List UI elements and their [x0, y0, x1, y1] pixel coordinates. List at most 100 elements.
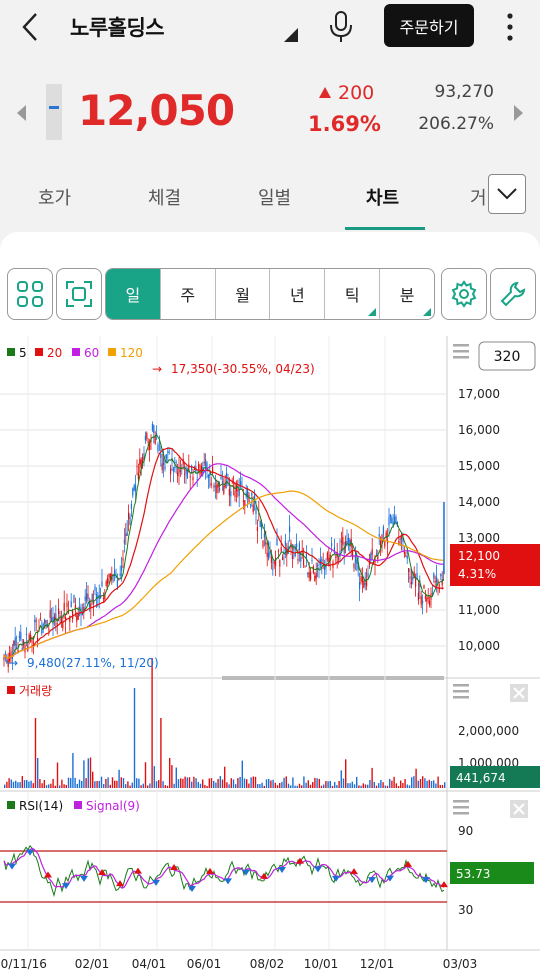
active-tab-indicator [345, 227, 425, 230]
chart-canvas[interactable]: 5 20 60 120 → 17,350(-30.55%, 04/23) → 9… [0, 336, 540, 980]
candle-body [18, 635, 20, 638]
candle-body [359, 581, 361, 589]
candle-body [424, 596, 426, 599]
candle-body [412, 576, 414, 581]
more-menu-icon[interactable] [500, 10, 520, 44]
volume-bar [169, 758, 171, 788]
candle-body [357, 562, 359, 570]
candle-body [160, 453, 162, 458]
candle-body [20, 632, 22, 640]
last-volume-value: 441,674 [456, 771, 506, 785]
volume-bar [153, 766, 155, 788]
chart-settings-button[interactable] [441, 268, 487, 320]
dropdown-triangle-icon[interactable] [284, 28, 298, 42]
date-tick-label: 06/01 [187, 957, 222, 971]
volume-bar [250, 777, 252, 788]
candle-body [214, 486, 216, 488]
volume-bar [364, 784, 367, 788]
sell-signal-arrow-icon [8, 863, 16, 870]
rsi-panel-close-icon[interactable] [510, 800, 528, 818]
period-day[interactable]: 일 [106, 269, 160, 319]
candle-body [347, 537, 349, 543]
tab-chart[interactable]: 차트 [366, 188, 400, 209]
candle-body [140, 459, 142, 468]
candle-body [203, 462, 205, 464]
candle-body [206, 462, 208, 470]
horizontal-scrollbar[interactable] [222, 676, 444, 680]
candle-body [331, 543, 333, 546]
candle-count-box[interactable] [478, 341, 536, 371]
candle-body [311, 560, 313, 562]
tab-daily[interactable]: 일별 [258, 188, 292, 209]
volume-bar [224, 766, 226, 788]
chart-tools-button[interactable] [490, 268, 536, 320]
prev-stock-icon[interactable] [16, 104, 28, 122]
order-button[interactable]: 주문하기 [384, 4, 474, 47]
candle-body [419, 580, 421, 588]
period-month[interactable]: 월 [214, 269, 270, 319]
period-year[interactable]: 년 [269, 269, 324, 319]
back-arrow-icon[interactable] [14, 10, 48, 44]
volume-bar [281, 781, 283, 788]
high-arrow-icon: → [152, 362, 162, 376]
volume-bar [345, 759, 347, 788]
candle-body [244, 500, 246, 507]
candle-body [226, 472, 228, 477]
volume-bar [136, 778, 138, 788]
volume-bar [329, 780, 331, 788]
volume-bar [358, 785, 360, 788]
candle-body [339, 550, 341, 556]
layout-grid-button[interactable] [7, 268, 53, 320]
stock-chart[interactable]: 5 20 60 120 → 17,350(-30.55%, 04/23) → 9… [0, 336, 540, 980]
microphone-icon[interactable] [326, 10, 356, 44]
tab-more[interactable]: 거 [470, 188, 487, 209]
candle-body [338, 558, 340, 560]
next-stock-icon[interactable] [512, 104, 524, 122]
candle-body [223, 485, 225, 494]
volume-panel-close-icon[interactable] [510, 684, 528, 702]
candle-body [220, 476, 222, 479]
volume-bar [83, 760, 85, 788]
candle-body [270, 556, 272, 563]
volume-bar [360, 785, 362, 788]
candle-body [399, 538, 401, 540]
candle-body [436, 577, 438, 583]
rsi-panel-menu-icon[interactable] [453, 800, 469, 815]
candle-body [143, 453, 145, 460]
volume-bar [338, 780, 340, 788]
candle-body [4, 653, 6, 655]
volume-bar [371, 767, 373, 788]
candle-body [163, 458, 165, 466]
sell-signal-arrow-icon [422, 877, 430, 884]
candle-body [130, 503, 132, 509]
candle-body [70, 601, 72, 608]
volume-bar [303, 776, 305, 788]
period-tick[interactable]: 틱 [324, 269, 379, 319]
period-selector: 일 주 월 년 틱 분 [105, 268, 435, 320]
candle-body [360, 576, 362, 582]
candle-body [409, 576, 411, 580]
fullscreen-button[interactable] [56, 268, 102, 320]
volume-bar [197, 781, 199, 788]
period-minute[interactable]: 분 [379, 269, 434, 319]
volume-panel-menu-icon[interactable] [453, 684, 469, 699]
buy-signal-arrow-icon [404, 860, 412, 867]
candle-body [184, 473, 186, 475]
tab-expand-button[interactable] [488, 174, 526, 214]
tab-orderbook[interactable]: 호가 [38, 188, 72, 209]
candle-body [51, 617, 53, 621]
volume-bar [435, 783, 437, 788]
volume-bar [395, 783, 397, 788]
volume-bar [114, 780, 116, 788]
stock-title[interactable]: 노루홀딩스 [70, 16, 165, 40]
volume-bar [265, 779, 268, 788]
price-panel-menu-icon[interactable] [453, 344, 469, 359]
ma60-label: 60 [84, 346, 99, 360]
volume-bar [56, 762, 59, 788]
period-minute-label: 분 [399, 286, 415, 305]
volume-bar [248, 783, 250, 788]
period-week[interactable]: 주 [159, 269, 215, 319]
volume-bar [444, 782, 446, 788]
volume-bar [85, 778, 87, 788]
tab-trades[interactable]: 체결 [148, 188, 182, 209]
